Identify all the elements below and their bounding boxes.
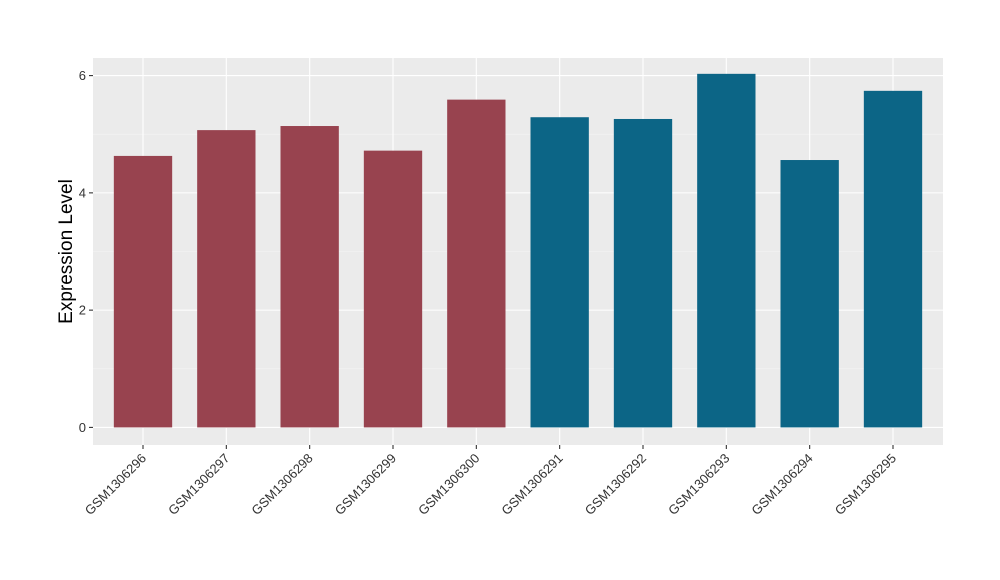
bar-GSM1306293 bbox=[697, 73, 756, 428]
y-tick-label: 4 bbox=[79, 185, 86, 200]
y-axis: 0 2 4 6 bbox=[79, 68, 93, 435]
bar-GSM1306291 bbox=[530, 117, 589, 428]
x-axis: GSM1306296 GSM1306297 GSM1306298 GSM1306299… bbox=[82, 445, 899, 518]
x-tick-label: GSM1306300 bbox=[415, 451, 482, 518]
bar-GSM1306300 bbox=[447, 99, 506, 428]
x-tick-label: GSM1306291 bbox=[498, 451, 565, 518]
x-tick-label: GSM1306299 bbox=[332, 451, 399, 518]
y-tick-label: 6 bbox=[79, 68, 86, 83]
bar-GSM1306297 bbox=[197, 130, 256, 428]
x-tick-label: GSM1306295 bbox=[832, 451, 899, 518]
y-axis-title: Expression Level bbox=[56, 179, 77, 324]
y-tick-label: 0 bbox=[79, 420, 86, 435]
x-tick-label: GSM1306297 bbox=[165, 451, 232, 518]
bar-GSM1306295 bbox=[863, 90, 923, 428]
x-tick-label: GSM1306293 bbox=[665, 451, 732, 518]
x-tick-label: GSM1306296 bbox=[82, 451, 149, 518]
bar-GSM1306299 bbox=[363, 150, 423, 428]
x-tick-label: GSM1306292 bbox=[582, 451, 649, 518]
x-tick-label: GSM1306298 bbox=[248, 451, 315, 518]
bars bbox=[113, 73, 923, 428]
y-tick-label: 2 bbox=[79, 303, 86, 318]
bar-GSM1306292 bbox=[613, 118, 673, 428]
bar-GSM1306294 bbox=[780, 160, 839, 428]
bar-GSM1306296 bbox=[113, 155, 173, 428]
bar-GSM1306298 bbox=[280, 126, 339, 428]
x-tick-label: GSM1306294 bbox=[748, 451, 815, 518]
